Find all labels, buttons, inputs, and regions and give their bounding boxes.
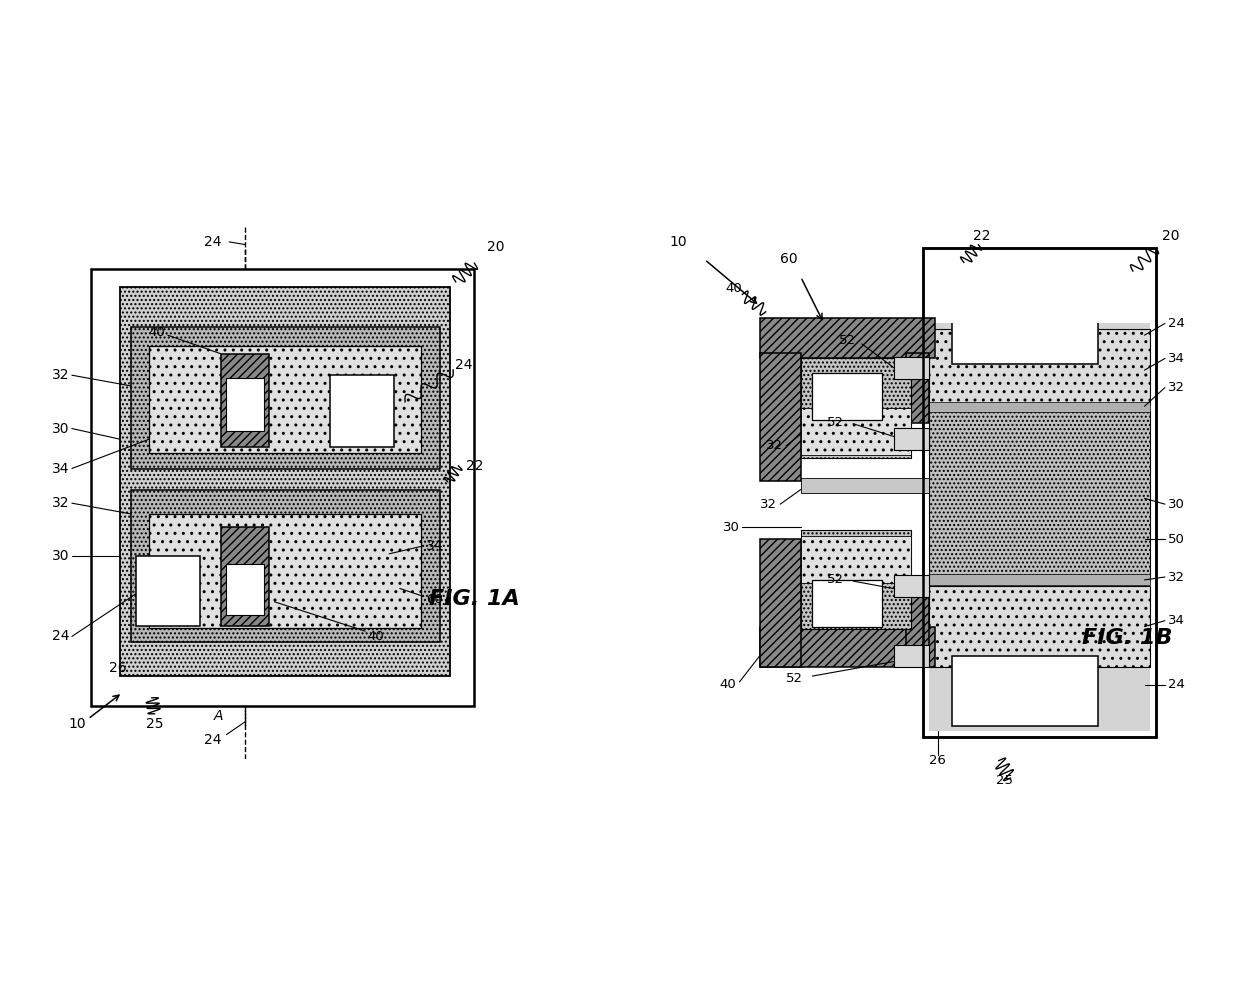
Bar	[923, 247, 1156, 738]
Bar	[801, 408, 911, 455]
Text: 50: 50	[1168, 533, 1184, 546]
Text: 32: 32	[760, 497, 777, 510]
Text: 30: 30	[52, 550, 69, 563]
Text: 52: 52	[827, 573, 844, 586]
Bar	[905, 353, 929, 423]
Bar	[130, 490, 440, 642]
Text: 30: 30	[52, 422, 69, 435]
Bar	[952, 656, 1097, 726]
Text: 30: 30	[723, 521, 739, 534]
Bar	[801, 478, 929, 492]
Text: 25: 25	[146, 717, 164, 732]
Text: 34: 34	[1168, 352, 1184, 365]
Bar	[812, 373, 883, 420]
Text: 34: 34	[1168, 615, 1184, 627]
Bar	[812, 580, 883, 626]
Text: 24: 24	[205, 234, 222, 249]
Bar	[929, 402, 1151, 412]
Bar	[929, 411, 1151, 580]
Text: 40: 40	[368, 630, 384, 643]
Bar	[149, 514, 422, 628]
Text: 32: 32	[52, 496, 69, 510]
Bar	[221, 354, 269, 447]
Bar	[760, 539, 801, 668]
Text: FIG. 1B: FIG. 1B	[1081, 628, 1172, 648]
Bar	[905, 592, 929, 668]
Bar	[929, 329, 1151, 405]
Text: 40: 40	[149, 326, 165, 339]
Text: 30: 30	[1168, 497, 1184, 510]
Text: 52: 52	[838, 335, 856, 348]
Text: 32: 32	[52, 368, 69, 382]
Bar	[120, 288, 450, 677]
Text: 24: 24	[52, 629, 69, 643]
Text: 52: 52	[827, 416, 844, 429]
Text: 40: 40	[725, 282, 742, 296]
Text: 34: 34	[427, 539, 444, 553]
Bar	[227, 564, 264, 616]
Text: 32: 32	[1168, 381, 1185, 394]
Bar	[136, 557, 200, 625]
Text: 26: 26	[929, 755, 946, 767]
Text: 20: 20	[487, 240, 505, 254]
Text: 60: 60	[427, 593, 443, 606]
Bar	[801, 359, 911, 457]
Bar	[760, 353, 801, 481]
Text: 10: 10	[68, 717, 86, 732]
Text: A: A	[213, 709, 223, 723]
Text: 24: 24	[455, 358, 472, 371]
Bar	[952, 295, 1097, 364]
Bar	[929, 574, 1151, 584]
Text: 24: 24	[205, 734, 222, 748]
Bar	[894, 645, 929, 668]
Bar	[149, 346, 422, 452]
Bar	[801, 536, 911, 583]
Bar	[760, 317, 935, 359]
Bar	[929, 586, 1151, 668]
Text: 26: 26	[109, 662, 126, 676]
Text: 25: 25	[996, 774, 1013, 787]
Bar	[221, 527, 269, 625]
Text: 32: 32	[766, 439, 784, 452]
Text: FIG. 1A: FIG. 1A	[429, 589, 520, 609]
Bar	[801, 530, 911, 629]
Bar	[91, 269, 475, 706]
Bar	[894, 357, 929, 379]
Text: 60: 60	[780, 252, 797, 266]
Text: 34: 34	[52, 462, 69, 476]
Bar	[929, 253, 1151, 732]
Bar	[894, 575, 929, 598]
Bar	[330, 375, 394, 447]
Text: 22: 22	[972, 230, 990, 243]
Text: 52: 52	[786, 673, 804, 686]
Text: 40: 40	[719, 679, 737, 691]
Bar	[227, 378, 264, 431]
Text: 22: 22	[466, 459, 484, 473]
Text: 10: 10	[670, 234, 687, 249]
Bar	[894, 427, 929, 450]
Bar	[929, 253, 1151, 323]
Text: 32: 32	[1168, 570, 1185, 583]
Bar	[923, 247, 1156, 738]
Text: 24: 24	[1168, 317, 1184, 330]
Bar	[130, 327, 440, 469]
Text: 24: 24	[1168, 679, 1184, 691]
Text: 20: 20	[1162, 230, 1179, 243]
Bar	[760, 626, 935, 668]
